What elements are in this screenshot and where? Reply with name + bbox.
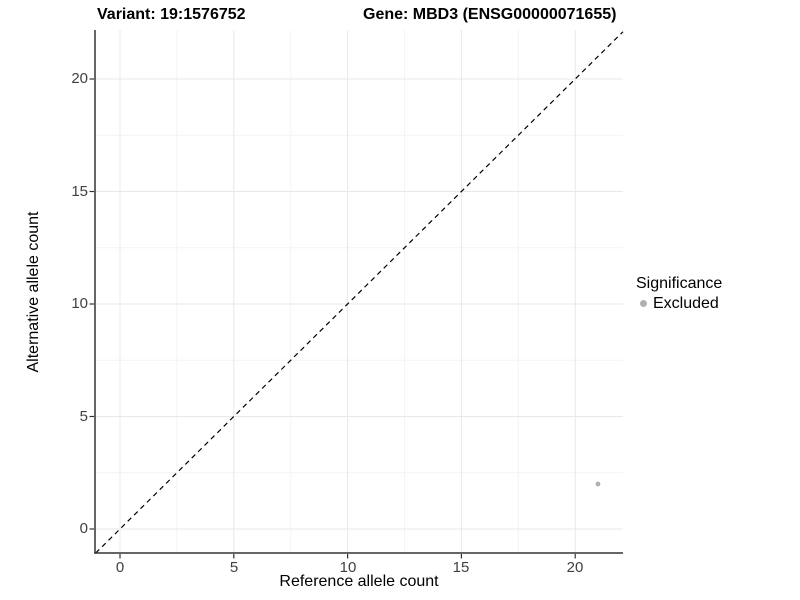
y-tick-label-20: 20 <box>71 70 88 87</box>
data-point <box>595 481 601 487</box>
excluded-point-icon <box>640 300 647 307</box>
y-tick-label-10: 10 <box>71 295 88 312</box>
y-tick-label-15: 15 <box>71 183 88 200</box>
x-tick-label-5: 5 <box>229 559 239 576</box>
x-axis-title: Reference allele count <box>279 573 439 590</box>
x-tick-label-20: 20 <box>566 559 584 576</box>
plot-title-gene: Gene: MBD3 (ENSG00000071655) <box>363 6 617 23</box>
legend-item-label: Excluded <box>653 295 719 312</box>
identity-reference-line <box>95 31 624 554</box>
y-axis-title: Alternative allele count <box>25 211 42 373</box>
legend-title: Significance <box>636 275 723 292</box>
x-tick-label-15: 15 <box>452 559 470 576</box>
y-tick-label-5: 5 <box>79 408 88 425</box>
legend-item-excluded: Excluded <box>636 294 722 313</box>
plot-title-variant: Variant: 19:1576752 <box>97 6 246 23</box>
x-tick-label-0: 0 <box>115 559 125 576</box>
y-tick-label-0: 0 <box>79 520 88 537</box>
x-tick-label-10: 10 <box>339 559 357 576</box>
legend: Significance Excluded <box>636 274 722 313</box>
